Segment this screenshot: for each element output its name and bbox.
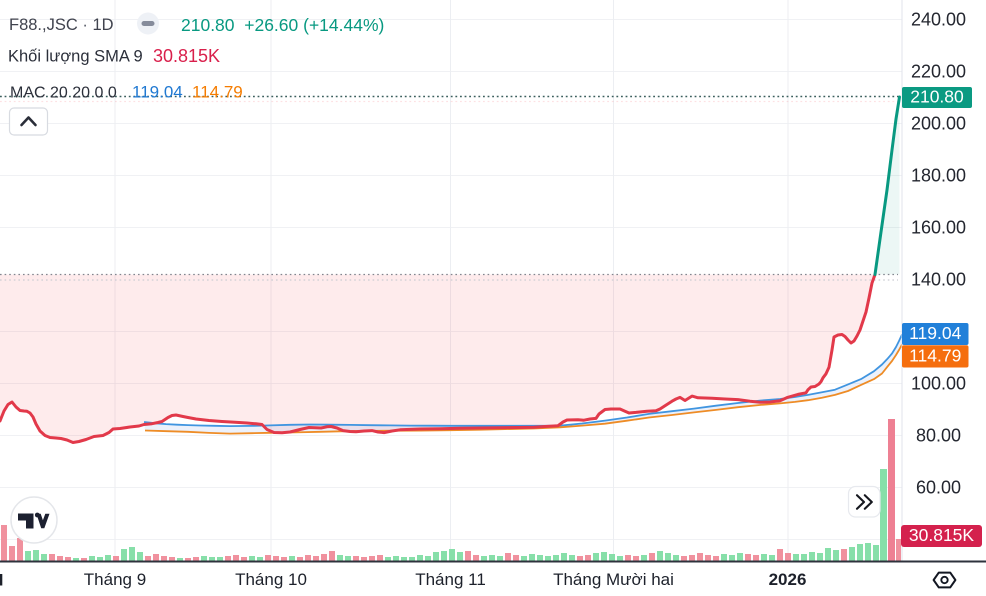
svg-text:Tháng Mười hai: Tháng Mười hai [553,570,674,589]
svg-text:140.00: 140.00 [911,270,966,290]
svg-text:200.00: 200.00 [911,114,966,134]
svg-text:210.80 +26.60 (+14.44%): 210.80 +26.60 (+14.44%) [181,15,384,35]
svg-text:Tháng 10: Tháng 10 [235,570,307,589]
svg-text:220.00: 220.00 [911,62,966,82]
svg-text:210.80: 210.80 [910,87,964,107]
svg-text:2026: 2026 [769,570,807,589]
svg-text:60.00: 60.00 [916,478,961,498]
svg-text:160.00: 160.00 [911,218,966,238]
svg-text:30.815K: 30.815K [909,525,975,545]
svg-text:F88.,JSC · 1D: F88.,JSC · 1D [9,16,114,34]
svg-text:Tháng 11: Tháng 11 [415,570,486,589]
svg-text:30.815K: 30.815K [153,46,220,66]
svg-text:114.79: 114.79 [909,346,961,366]
svg-text:MAC 20 20 0 0: MAC 20 20 0 0 [10,85,117,102]
svg-text:100.00: 100.00 [911,374,966,394]
svg-text:Tháng 9: Tháng 9 [84,570,146,589]
svg-text:119.04: 119.04 [909,323,961,343]
svg-text:80.00: 80.00 [916,426,961,446]
svg-text:180.00: 180.00 [911,166,966,186]
svg-text:119.04: 119.04 [132,83,183,102]
svg-text:240.00: 240.00 [911,10,966,30]
svg-text:114.79: 114.79 [192,83,243,102]
svg-text:Khối lượng SMA 9: Khối lượng SMA 9 [8,48,143,66]
